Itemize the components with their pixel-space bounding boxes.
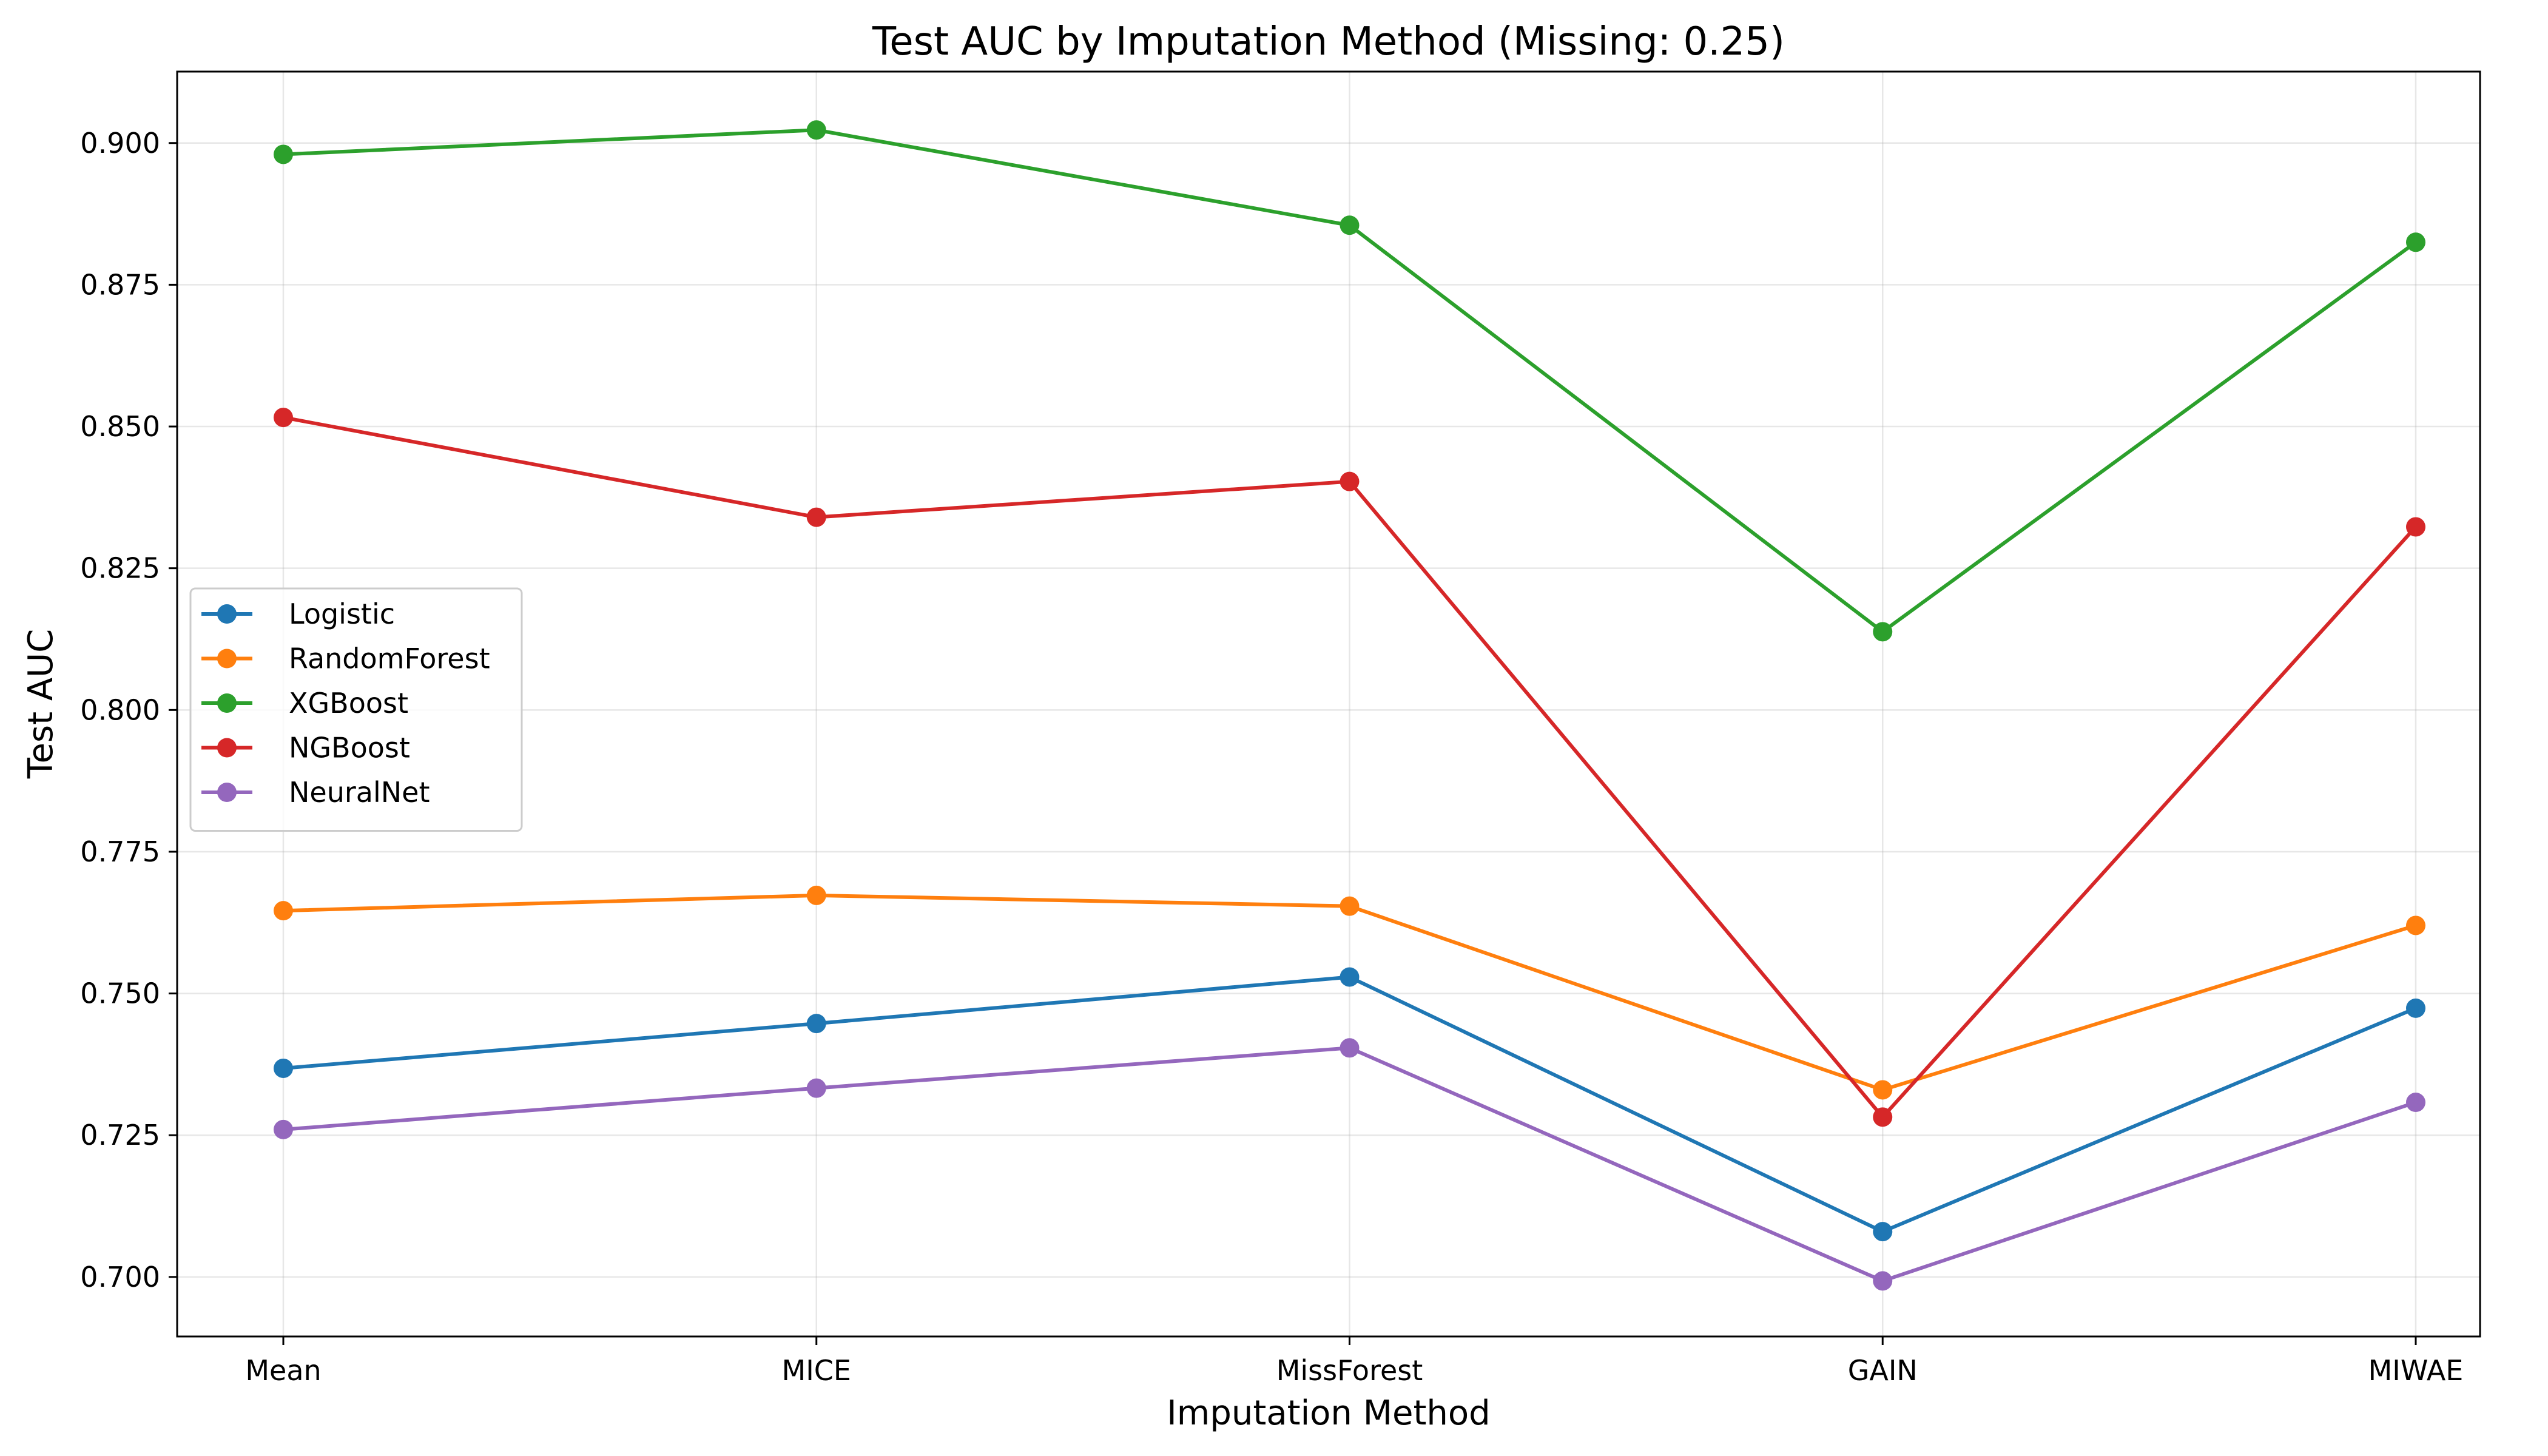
chart-title: Test AUC by Imputation Method (Missing: … — [872, 19, 1785, 64]
data-point — [1340, 967, 1360, 987]
y-tick-label: 0.800 — [80, 693, 160, 726]
y-tick-label: 0.900 — [80, 127, 160, 160]
series-randomforest — [274, 885, 2425, 1100]
data-point — [806, 120, 826, 140]
legend-marker — [217, 738, 237, 758]
x-tick-label: MIWAE — [2368, 1354, 2464, 1387]
x-tick-label: MissForest — [1276, 1354, 1423, 1387]
x-axis-label: Imputation Method — [1167, 1394, 1490, 1433]
legend-label: XGBoost — [289, 687, 408, 720]
data-point — [274, 1119, 293, 1139]
data-point — [1873, 1222, 1893, 1242]
legend-label: NeuralNet — [289, 776, 430, 809]
legend-box — [189, 587, 523, 832]
data-point — [1340, 471, 1360, 491]
plot-frame — [176, 70, 2481, 1338]
data-point — [1873, 1107, 1893, 1127]
series-neuralnet — [274, 1038, 2425, 1291]
legend-item: Logistic — [201, 598, 395, 630]
legend-item: NGBoost — [201, 732, 410, 764]
data-point — [1340, 215, 1360, 235]
data-point — [274, 408, 293, 428]
y-tick-label: 0.725 — [80, 1119, 160, 1151]
x-tick-label: GAIN — [1848, 1354, 1918, 1387]
data-point — [1340, 896, 1360, 916]
data-point — [2406, 517, 2425, 537]
data-point — [806, 1078, 826, 1098]
legend-marker — [217, 783, 237, 802]
data-point — [806, 1014, 826, 1034]
y-axis: 0.700 0.725 0.750 0.775 0.800 0.825 0.850 0.875… — [80, 127, 177, 1293]
data-point — [1873, 622, 1893, 642]
y-tick-label: 0.775 — [80, 835, 160, 868]
data-point — [274, 1058, 293, 1078]
y-tick-label: 0.850 — [80, 410, 160, 443]
legend-item: RandomForest — [201, 642, 490, 675]
legend-label: RandomForest — [289, 642, 490, 675]
legend-label: Logistic — [289, 598, 395, 630]
data-point — [274, 901, 293, 921]
x-tick-label: MICE — [782, 1354, 851, 1387]
data-point — [1340, 1038, 1360, 1058]
data-point — [1873, 1080, 1893, 1100]
data-point — [2406, 915, 2425, 935]
data-point — [806, 885, 826, 905]
data-point — [806, 507, 826, 527]
series-xgboost — [274, 120, 2425, 642]
series-logistic — [274, 967, 2425, 1242]
x-tick-label: Mean — [245, 1354, 321, 1387]
data-point — [2406, 1093, 2425, 1113]
y-tick-label: 0.875 — [80, 268, 160, 301]
legend-marker — [217, 693, 237, 713]
legend-item: XGBoost — [201, 687, 408, 720]
data-point — [2406, 232, 2425, 252]
legend: Logistic RandomForest XGBoost NGBoost Neural… — [189, 587, 523, 832]
data-point — [274, 144, 293, 164]
data-point — [2406, 998, 2425, 1018]
y-tick-label: 0.700 — [80, 1261, 160, 1293]
legend-item: NeuralNet — [201, 776, 430, 809]
y-axis-label: Test AUC — [21, 629, 61, 779]
y-tick-label: 0.750 — [80, 977, 160, 1010]
x-axis: Mean MICE MissForest GAIN MIWAE — [245, 1336, 2463, 1387]
y-tick-label: 0.825 — [80, 552, 160, 585]
series-ngboost — [274, 408, 2425, 1127]
data-point — [1873, 1271, 1893, 1291]
grid-layer — [177, 72, 2480, 1336]
legend-label: NGBoost — [289, 732, 410, 764]
legend-marker — [217, 649, 237, 669]
series-layer — [274, 120, 2425, 1291]
legend-marker — [217, 604, 237, 624]
